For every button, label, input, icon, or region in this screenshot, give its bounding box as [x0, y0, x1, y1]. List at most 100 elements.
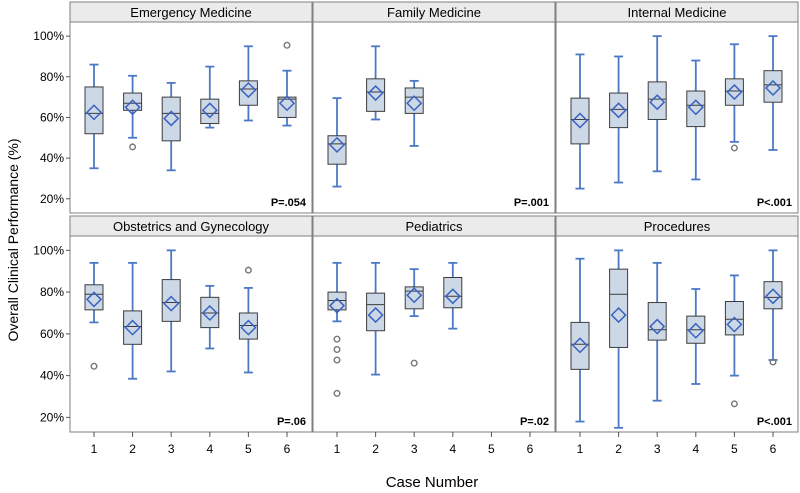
panel-4: Obstetrics and Gynecology P=.06 [69, 215, 313, 433]
x-tick-label: 3 [411, 442, 418, 456]
box-case-4 [686, 288, 706, 385]
x-tick-label: 1 [91, 442, 98, 456]
box-case-6 [763, 35, 783, 151]
y-tick-label: 20% [40, 192, 64, 206]
panel-title: Internal Medicine [628, 5, 727, 20]
box-case-2 [366, 45, 386, 121]
y-tick-label: 60% [40, 110, 64, 124]
iqr-box [724, 78, 744, 106]
iqr-box [123, 310, 143, 345]
iqr-box [647, 302, 667, 341]
mean-marker [764, 79, 782, 97]
box-case-1 [84, 261, 104, 370]
outlier-point [333, 389, 341, 397]
p-value: P=.054 [271, 197, 307, 209]
x-tick-label: 4 [206, 442, 213, 456]
iqr-box [161, 279, 181, 322]
box-case-3 [647, 261, 667, 402]
iqr-box [200, 98, 220, 125]
iqr-box [609, 92, 629, 129]
panel-1: Emergency Medicine P=.054 [69, 1, 313, 214]
mean-marker [649, 318, 666, 335]
x-axis-label: Case Number [386, 474, 479, 491]
box-case-5 [724, 43, 744, 152]
iqr-box [570, 321, 590, 370]
y-tick-label: 100% [33, 243, 64, 257]
mean-marker [406, 287, 423, 304]
mean-marker [124, 99, 141, 116]
outlier-point [129, 143, 137, 151]
outlier-point [283, 41, 291, 49]
mean-marker [406, 95, 423, 112]
mean-marker [610, 102, 627, 119]
x-tick-label: 1 [577, 442, 584, 456]
iqr-box [200, 296, 220, 329]
box-case-4 [200, 284, 220, 350]
panel-header [555, 1, 799, 23]
iqr-box [84, 86, 104, 135]
outlier-point [244, 266, 252, 274]
outlier-point [769, 358, 777, 366]
box-case-2 [609, 249, 629, 429]
box-case-2 [123, 261, 143, 380]
y-tick-label: 40% [40, 369, 64, 383]
iqr-box [570, 97, 590, 145]
mean-marker [85, 291, 103, 308]
x-tick-label: 3 [168, 442, 175, 456]
box-case-1 [570, 257, 590, 423]
outlier-point [90, 362, 98, 370]
panel-header [69, 1, 313, 23]
box-case-3 [161, 81, 181, 172]
box-case-6 [763, 249, 783, 366]
panel-header [555, 215, 799, 237]
panel-6: Procedures P<.001 [555, 215, 799, 433]
panel-frame [312, 1, 556, 214]
y-tick-label: 80% [40, 70, 64, 84]
x-tick-label: 2 [615, 442, 622, 456]
mean-marker [610, 307, 627, 324]
box-case-3 [404, 268, 424, 367]
y-axis-label: Overall Clinical Performance (%) [5, 138, 21, 341]
box-case-3 [647, 35, 667, 173]
box-case-2 [609, 55, 629, 184]
outlier-point [730, 144, 738, 152]
y-tick-label: 80% [40, 285, 64, 299]
p-value: P=.02 [520, 416, 549, 428]
iqr-box [404, 286, 424, 310]
iqr-box [366, 292, 386, 332]
iqr-box [763, 281, 783, 310]
y-tick-label: 20% [40, 410, 64, 424]
p-value: P=.06 [277, 416, 306, 428]
mean-marker [687, 322, 704, 339]
panel-title: Obstetrics and Gynecology [113, 219, 270, 234]
panel-frame [555, 1, 799, 214]
mean-marker [649, 94, 666, 111]
p-value: P<.001 [757, 197, 792, 209]
outlier-point [410, 359, 418, 367]
outlier-point [333, 346, 341, 354]
mean-marker [571, 112, 589, 129]
mean-marker [163, 295, 180, 312]
mean-marker [201, 102, 218, 119]
iqr-box [277, 96, 297, 118]
mean-marker [444, 288, 461, 305]
box-case-5 [724, 274, 744, 408]
iqr-box [404, 87, 424, 114]
mean-marker [571, 337, 589, 354]
iqr-box [647, 81, 667, 120]
p-value: P<.001 [757, 416, 792, 428]
mean-marker [764, 288, 782, 305]
mean-marker [726, 83, 743, 101]
iqr-box [238, 312, 258, 340]
iqr-box [327, 135, 347, 165]
mean-marker [240, 319, 257, 336]
panel-title: Pediatrics [405, 219, 463, 234]
panel-frame [69, 1, 313, 214]
iqr-box [366, 78, 386, 112]
iqr-box [686, 90, 706, 128]
panel-title: Procedures [644, 219, 711, 234]
x-tick-label: 1 [334, 442, 341, 456]
mean-marker [367, 307, 384, 324]
panel-header [69, 215, 313, 237]
